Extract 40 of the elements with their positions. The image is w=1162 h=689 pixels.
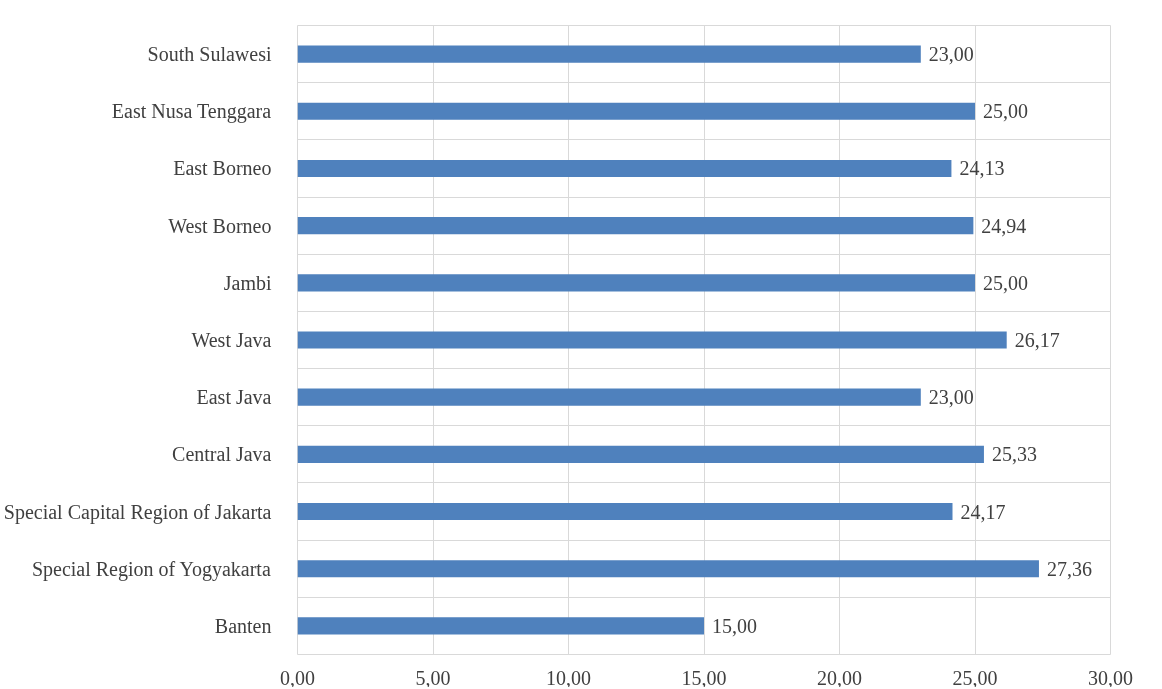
x-tick-label: 25,00 — [952, 666, 998, 689]
bar — [297, 217, 974, 235]
y-tick-label: East Java — [196, 386, 272, 409]
data-label: 23,00 — [928, 386, 974, 409]
data-label: 26,17 — [1014, 329, 1060, 351]
data-label: 25,00 — [983, 100, 1028, 123]
y-tick-label: West Borneo — [168, 214, 272, 237]
data-label: 24,94 — [981, 214, 1027, 237]
bar — [297, 502, 953, 521]
bar — [297, 102, 975, 120]
x-tick-label: 20,00 — [817, 666, 862, 689]
y-tick-label: South Sulawesi — [147, 43, 272, 66]
bar — [297, 45, 921, 63]
y-tick-label: Banten — [214, 614, 272, 637]
y-tick-label: West Java — [191, 329, 272, 351]
data-label: 25,00 — [983, 271, 1028, 294]
data-label: 24,13 — [959, 157, 1005, 180]
bar — [297, 274, 975, 292]
x-tick-label: 10,00 — [546, 666, 591, 689]
x-tick-label: 5,00 — [415, 666, 451, 689]
y-tick-label: Jambi — [223, 271, 272, 294]
bar — [297, 445, 984, 463]
data-label: 25,33 — [991, 443, 1037, 466]
bar — [297, 331, 1007, 349]
data-label: 15,00 — [712, 614, 757, 637]
data-label: 27,36 — [1046, 557, 1092, 580]
y-tick-label: Special Region of Yogyakarta — [31, 557, 271, 581]
y-tick-label: East Nusa Tenggara — [111, 100, 272, 124]
y-tick-label: Special Capital Region of Jakarta — [3, 500, 272, 524]
x-tick-label: 0,00 — [280, 666, 315, 689]
x-tick-label: 15,00 — [681, 666, 727, 689]
bar — [297, 617, 704, 635]
bar — [297, 388, 921, 406]
y-tick-label: East Borneo — [173, 157, 272, 180]
data-label: 23,00 — [928, 43, 974, 66]
x-tick-label: 30,00 — [1088, 666, 1133, 689]
bar — [297, 159, 952, 178]
y-tick-label: Central Java — [172, 443, 272, 466]
bar — [297, 560, 1039, 578]
data-label: 24,17 — [960, 500, 1006, 523]
